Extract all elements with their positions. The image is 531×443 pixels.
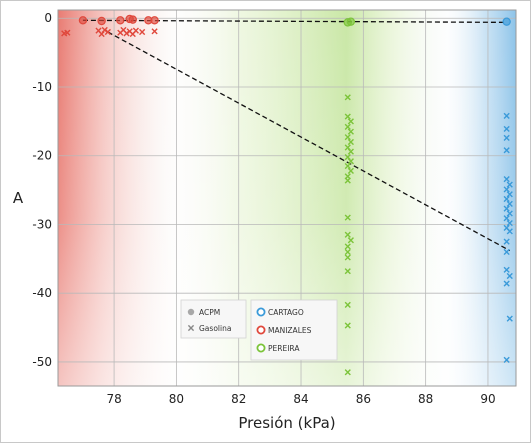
dashed-trend-line	[82, 19, 507, 24]
cartago-gasolina-point	[503, 112, 510, 119]
pereira-gasolina-point	[344, 144, 351, 151]
cartago-gasolina-point	[503, 248, 510, 256]
legend: ACPM Gasolina CARTAGO MANIZALES PEREIRA	[180, 299, 338, 361]
pereira-gasolina-point	[344, 94, 351, 101]
pereira-gasolina-point	[344, 123, 351, 130]
pereira-gasolina-point	[344, 154, 351, 161]
cartago-gasolina-point	[506, 272, 513, 280]
y-tick-label: -20	[32, 149, 52, 163]
manizales-gasolina-point	[64, 29, 71, 36]
pereira-gasolina-point	[347, 138, 354, 146]
x-tick-label: 80	[169, 392, 184, 406]
cartago-gasolina-point	[503, 186, 510, 193]
legend-marker-pereira	[256, 343, 266, 353]
cartago-gasolina-point	[506, 191, 513, 198]
legend-label-acpm: ACPM	[199, 308, 220, 317]
x-tick-label: 88	[418, 392, 433, 406]
legend-marker-cartago	[256, 307, 266, 317]
manizales-gasolina-point	[151, 28, 158, 35]
cartago-gasolina-point	[506, 219, 513, 227]
cartago-acpm-point	[502, 17, 511, 26]
cartago-gasolina-point	[506, 210, 513, 217]
cartago-gasolina-point	[503, 147, 510, 154]
dashed-trend-line	[107, 31, 511, 252]
y-tick-label: -50	[32, 355, 52, 369]
x-axis-title: Presión (kPa)	[238, 414, 335, 432]
manizales-gasolina-point	[101, 26, 108, 34]
cartago-gasolina-point	[506, 181, 513, 188]
x-tick-label: 82	[231, 392, 246, 406]
legend-marker-acpm	[187, 308, 195, 316]
cartago-gasolina-point	[503, 238, 510, 245]
x-tick-label: 84	[293, 392, 308, 406]
manizales-gasolina-point	[104, 28, 111, 36]
legend-box-fuel	[180, 299, 247, 339]
cartago-gasolina-point	[506, 200, 513, 207]
manizales-acpm-point	[150, 16, 159, 25]
pereira-gasolina-point	[344, 301, 351, 308]
manizales-gasolina-point	[98, 30, 105, 38]
cartago-gasolina-point	[503, 134, 510, 141]
cartago-gasolina-point	[503, 215, 510, 222]
axes: 78 80 82 84 86 88 90 0 -10 -20 -30 -40 -50 Presión (k…	[13, 9, 517, 432]
y-tick-label: -30	[32, 217, 52, 231]
pereira-gasolina-point	[344, 254, 351, 261]
cartago-gasolina-point	[503, 205, 510, 212]
pereira-gasolina-point	[344, 231, 351, 238]
manizales-gasolina-point	[132, 27, 139, 34]
manizales-acpm-point	[97, 16, 106, 26]
manizales-acpm-point	[116, 16, 125, 25]
pereira-gasolina-point	[347, 118, 354, 125]
pereira-gasolina-point	[344, 369, 351, 376]
cartago-gasolina-point	[503, 280, 510, 287]
y-axis-title: A	[13, 189, 24, 207]
x-tick-label: 90	[480, 392, 495, 406]
legend-label-manizales: MANIZALES	[268, 326, 312, 335]
cartago-gasolina-point	[503, 356, 510, 363]
pereira-gasolina-point	[344, 177, 351, 184]
legend-label-cartago: CARTAGO	[268, 308, 304, 317]
pereira-gasolina-point	[344, 134, 351, 141]
pereira-gasolina-point	[347, 158, 354, 165]
pereira-gasolina-point	[347, 128, 354, 135]
pereira-acpm-point	[346, 17, 356, 26]
pereira-gasolina-point	[347, 167, 354, 174]
pereira-gasolina-point	[347, 148, 354, 155]
cartago-gasolina-point	[503, 176, 510, 183]
plot-border	[57, 9, 517, 387]
x-tick-label: 78	[106, 392, 121, 406]
pereira-gasolina-point	[344, 214, 351, 221]
legend-label-gasolina: Gasolina	[199, 324, 231, 333]
pereira-gasolina-point	[344, 243, 351, 250]
legend-label-pereira: PEREIRA	[268, 344, 300, 353]
y-tick-label: -10	[32, 80, 52, 94]
legend-marker-manizales	[256, 325, 266, 335]
legend-marker-gasolina	[187, 324, 195, 332]
pereira-gasolina-point	[344, 162, 351, 170]
pereira-gasolina-point	[344, 322, 351, 329]
manizales-gasolina-point	[123, 30, 130, 37]
manizales-acpm-point	[78, 16, 88, 25]
data-points	[61, 14, 513, 376]
manizales-acpm-point	[128, 15, 137, 24]
cartago-gasolina-point	[503, 266, 510, 273]
reference-lines	[82, 19, 511, 252]
pereira-gasolina-point	[344, 248, 351, 256]
y-tick-label: 0	[44, 11, 52, 25]
cartago-gasolina-point	[503, 195, 510, 203]
cartago-gasolina-point	[506, 315, 513, 322]
cartago-gasolina-point	[503, 125, 510, 133]
pereira-gasolina-point	[344, 268, 351, 275]
y-tick-label: -40	[32, 286, 52, 300]
pereira-gasolina-point	[344, 113, 351, 120]
cartago-gasolina-point	[506, 228, 513, 235]
x-tick-label: 86	[356, 392, 371, 406]
manizales-gasolina-point	[139, 28, 146, 36]
pereira-gasolina-point	[347, 237, 354, 244]
